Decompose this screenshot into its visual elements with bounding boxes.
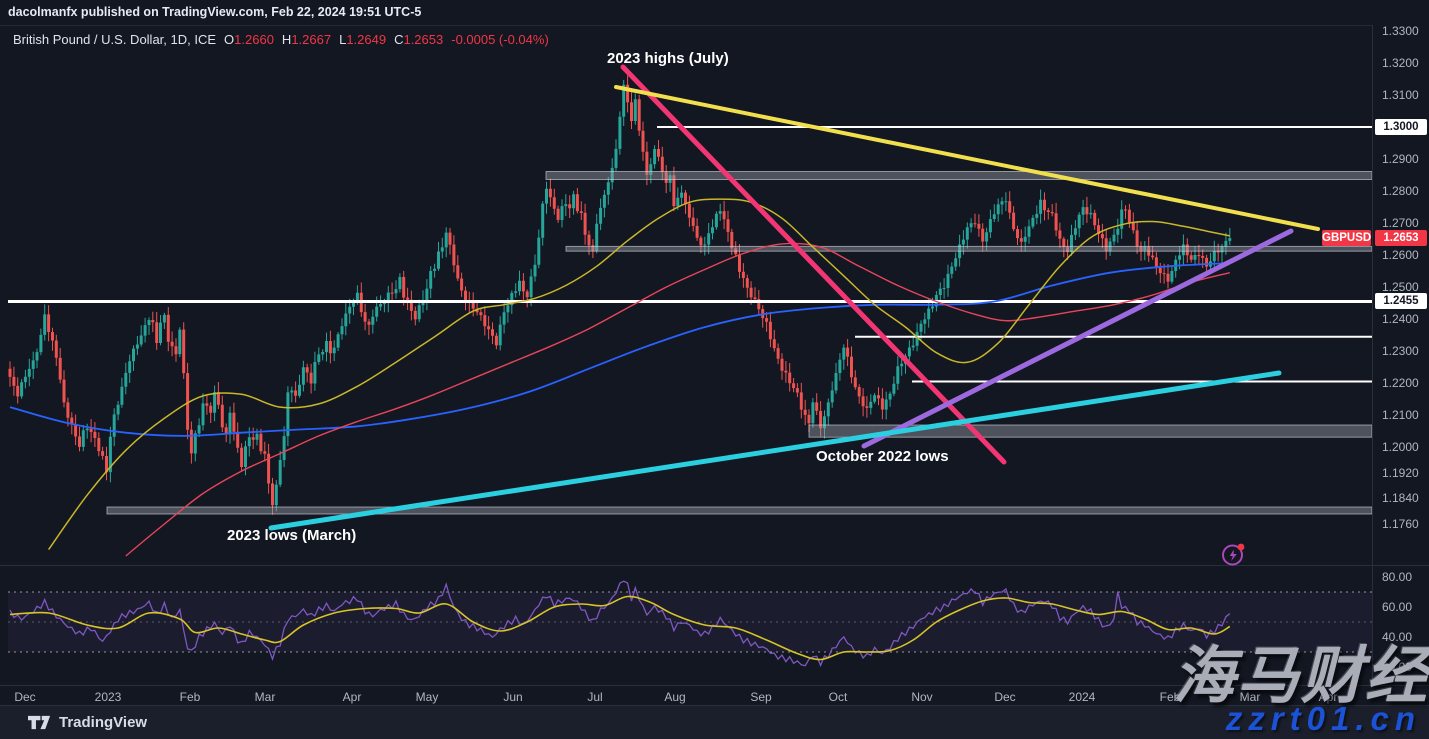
price-tick: 80.00	[1382, 570, 1413, 584]
time-axis-label: May	[415, 690, 439, 704]
footer-bar: TradingView	[0, 705, 1429, 739]
long-term-uptrend-cyan	[268, 370, 1282, 531]
ohlc-o: O1.2660	[224, 32, 274, 47]
price-tick: 1.2700	[1382, 216, 1419, 231]
june-2023-highs-zone	[545, 171, 1372, 180]
price-tick: 1.2000	[1382, 440, 1419, 455]
time-axis-label: 2024	[1068, 690, 1096, 704]
candlestick-series	[8, 75, 1232, 515]
symbol-title[interactable]: British Pound / U.S. Dollar, 1D, ICE	[13, 32, 217, 47]
tradingview-logo-icon	[28, 715, 51, 730]
price-tick: 1.2100	[1382, 408, 1419, 423]
price-tick: 60.00	[1382, 600, 1413, 614]
price-tick: 1.1840	[1382, 491, 1419, 506]
moving-averages	[9, 198, 1230, 557]
ma50-line	[47, 198, 1230, 551]
rising-support-purple	[861, 228, 1294, 449]
march-2023-lows-zone	[106, 506, 1372, 515]
price-tick: 1.2400	[1382, 312, 1419, 327]
chart-annotation[interactable]: October 2022 lows	[816, 448, 949, 465]
tradingview-attribution[interactable]: TradingView	[28, 714, 147, 731]
price-axis[interactable]: 1.3300 1.3200 1.3100 1.2900 1.2800 1.2700 1.26…	[1372, 24, 1429, 705]
price-tick-boxed: 1.2653	[1375, 230, 1427, 247]
chart-legend: British Pound / U.S. Dollar, 1D, ICE O1.2…	[13, 32, 549, 47]
chart-annotation[interactable]: 2023 highs (July)	[607, 50, 729, 67]
boost-circle-icon	[1222, 544, 1243, 566]
price-tick-boxed: 1.3000	[1375, 119, 1427, 136]
symbol-price-tag: GBPUSD	[1322, 230, 1372, 246]
price-tick: 1.2200	[1382, 376, 1419, 391]
time-axis-label: Sep	[750, 690, 772, 704]
price-tick: 1.2600	[1382, 248, 1419, 263]
price-tick-boxed: 1.2455	[1375, 293, 1427, 310]
lightning-icon	[1229, 549, 1237, 561]
price-tick: 1.2500	[1382, 280, 1419, 295]
price-tick: 1.3300	[1382, 24, 1419, 38]
ma200-line	[9, 262, 1230, 437]
time-axis-label: Mar	[1239, 690, 1261, 704]
downtrend-from-2023-highs-pink	[620, 64, 1007, 465]
ohlc-h: H1.2667	[281, 32, 332, 47]
chart-canvas[interactable]	[0, 0, 1372, 684]
rsi-line	[9, 580, 1231, 668]
price-tick: 20.00	[1382, 660, 1413, 674]
time-axis[interactable]: Dec 2023 Feb Mar Apr May Jun Jul Aug Sep Oct Nov Dec…	[0, 685, 1429, 706]
price-tick: 1.1760	[1382, 516, 1419, 531]
time-axis-label: Jul	[587, 690, 603, 704]
time-axis-label: Jun	[503, 690, 523, 704]
rsi-pane	[8, 580, 1372, 668]
time-axis-label: Apr	[1318, 690, 1338, 704]
time-axis-label: Aug	[664, 690, 686, 704]
support-resistance-zones[interactable]	[106, 171, 1372, 515]
notification-dot-icon	[1237, 543, 1245, 551]
price-tick: 40.00	[1382, 630, 1413, 644]
price-tick: 1.3200	[1382, 56, 1419, 70]
time-axis-label: Feb	[1159, 690, 1181, 704]
october-2022-lows-zone	[808, 424, 1372, 438]
time-axis-label: Dec	[14, 690, 36, 704]
horizontal-levels[interactable]	[8, 126, 1372, 383]
price-tick: 1.2300	[1382, 344, 1419, 359]
time-axis-label: Nov	[911, 690, 933, 704]
chart-annotation[interactable]: 2023 lows (March)	[227, 527, 357, 544]
rsi-band-fill	[8, 592, 1372, 652]
ohlc-values: O1.2660 H1.2667 L1.2649 C1.2653 -0.0005 (-0.…	[216, 32, 549, 47]
watermark-chinese: 海马财经	[1172, 642, 1429, 711]
time-axis-label: 2023	[94, 690, 122, 704]
price-tick: 1.1920	[1382, 465, 1419, 480]
dec-2023-support-zone	[565, 245, 1372, 252]
change-value: -0.0005 (-0.04%)	[451, 32, 549, 47]
time-axis-label: Dec	[994, 690, 1016, 704]
tradingview-brand-text: TradingView	[59, 714, 148, 731]
price-tick: 1.2900	[1382, 152, 1419, 167]
trendline-drawings[interactable]	[268, 64, 1320, 531]
wedge-upper-yellow	[614, 85, 1320, 231]
time-axis-label: Mar	[254, 690, 276, 704]
publish-topbar: dacolmanfx published on TradingView.com,…	[0, 0, 1429, 26]
ohlc-c: C1.2653	[394, 32, 444, 47]
pane-separator[interactable]	[0, 565, 1429, 566]
price-tick: 1.3100	[1382, 88, 1419, 103]
time-axis-label: Feb	[179, 690, 201, 704]
published-byline: dacolmanfx published on TradingView.com,…	[8, 5, 422, 19]
ohlc-l: L1.2649	[339, 32, 387, 47]
time-axis-label: Apr	[342, 690, 362, 704]
ma100-line	[125, 242, 1230, 557]
price-tick: 1.2800	[1382, 184, 1419, 199]
rsi-ma-line	[9, 595, 1231, 661]
watermark-url: zzrt01.cn	[1225, 700, 1421, 737]
time-axis-label: Oct	[828, 690, 848, 704]
boost-button[interactable]	[1220, 541, 1247, 568]
